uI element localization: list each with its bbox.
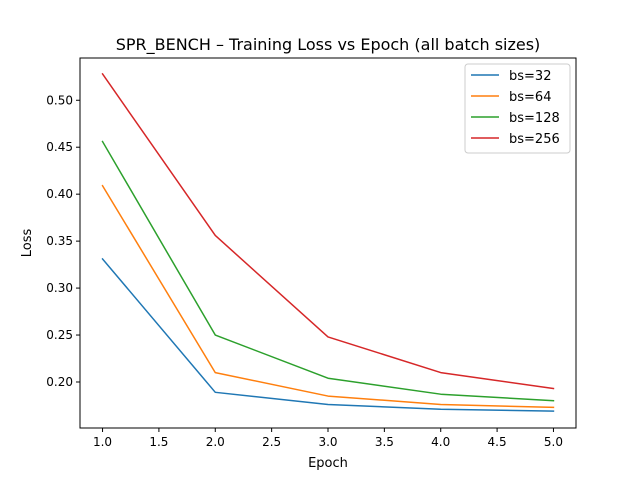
x-tick-label: 5.0 (544, 435, 563, 449)
x-tick-label: 3.5 (375, 435, 394, 449)
y-tick-label: 0.20 (46, 375, 73, 389)
x-tick-label: 2.0 (206, 435, 225, 449)
legend-label: bs=256 (509, 132, 560, 147)
x-tick-label: 2.5 (262, 435, 281, 449)
plot-lines (101, 72, 555, 412)
y-axis: 0.20 0.25 0.30 0.35 0.40 0.45 0.50 (46, 93, 80, 389)
y-tick-label: 0.30 (46, 281, 73, 295)
x-axis-label: Epoch (308, 456, 348, 471)
series-line-bs-128 (101, 140, 555, 402)
chart-title: SPR_BENCH – Training Loss vs Epoch (all … (116, 35, 541, 55)
series-line-bs-32 (101, 257, 555, 412)
y-tick-label: 0.25 (46, 328, 73, 342)
legend-label: bs=64 (509, 90, 551, 105)
x-tick-label: 4.5 (488, 435, 507, 449)
y-tick-label: 0.50 (46, 93, 73, 107)
series-line-bs-64 (101, 184, 555, 409)
x-axis: 1.0 1.5 2.0 2.5 3.0 3.5 4.0 4.5 5.0 (93, 428, 563, 449)
y-tick-label: 0.45 (46, 140, 73, 154)
legend-box (464, 63, 571, 154)
legend: bs=32 bs=64 bs=128 bs=256 (464, 63, 571, 154)
x-tick-label: 1.0 (93, 435, 112, 449)
y-tick-label: 0.35 (46, 234, 73, 248)
legend-label: bs=32 (509, 69, 551, 84)
series-line-bs-256 (101, 72, 555, 390)
x-tick-label: 4.0 (431, 435, 450, 449)
y-tick-label: 0.40 (46, 187, 73, 201)
legend-label: bs=128 (509, 111, 560, 126)
x-tick-label: 1.5 (149, 435, 168, 449)
y-axis-label: Loss (20, 229, 35, 258)
x-tick-label: 3.0 (318, 435, 337, 449)
